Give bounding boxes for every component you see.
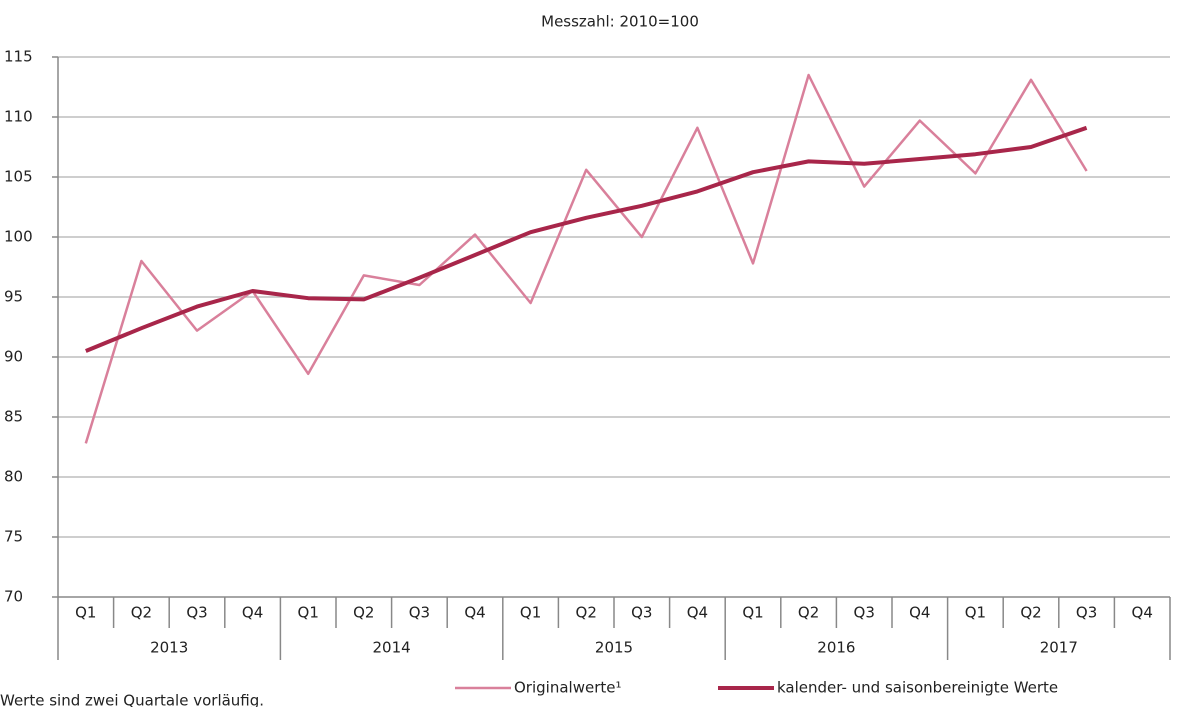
y-tick-label: 75 xyxy=(4,528,23,546)
x-tick-label: Q1 xyxy=(520,604,541,622)
y-tick-label: 115 xyxy=(4,48,33,66)
x-tick-label: Q4 xyxy=(464,604,485,622)
y-tick-label: 110 xyxy=(4,108,33,126)
series-line xyxy=(84,73,1088,444)
x-tick-label: Q4 xyxy=(909,604,930,622)
x-tick-label: Q1 xyxy=(298,604,319,622)
x-tick-label: Q1 xyxy=(965,604,986,622)
x-tick-label: Q1 xyxy=(742,604,763,622)
y-tick-label: 90 xyxy=(4,348,23,366)
x-tick-label: Q4 xyxy=(242,604,263,622)
year-label: 2017 xyxy=(1040,639,1078,657)
x-tick-label: Q1 xyxy=(75,604,96,622)
x-tick-label: Q3 xyxy=(854,604,875,622)
x-tick-label: Q3 xyxy=(1076,604,1097,622)
year-label: 2015 xyxy=(595,639,633,657)
footnote: Werte sind zwei Quartale vorläufig. xyxy=(0,692,264,708)
x-tick-label: Q2 xyxy=(353,604,374,622)
x-tick-label: Q4 xyxy=(1132,604,1153,622)
x-tick-label: Q4 xyxy=(687,604,708,622)
x-tick-label: Q3 xyxy=(186,604,207,622)
y-tick-label: 85 xyxy=(4,408,23,426)
year-label: 2014 xyxy=(373,639,411,657)
y-tick-label: 95 xyxy=(4,288,23,306)
x-tick-label: Q2 xyxy=(1020,604,1041,622)
year-label: 2016 xyxy=(817,639,855,657)
chart-title: Messzahl: 2010=100 xyxy=(541,13,699,31)
y-tick-label: 80 xyxy=(4,468,23,486)
legend-label: Originalwerte¹ xyxy=(514,679,621,697)
legend-label: kalender- und saisonbereinigte Werte xyxy=(777,679,1058,697)
x-tick-label: Q2 xyxy=(576,604,597,622)
x-tick-label: Q3 xyxy=(409,604,430,622)
x-tick-label: Q2 xyxy=(798,604,819,622)
x-tick-label: Q3 xyxy=(631,604,652,622)
year-label: 2013 xyxy=(150,639,188,657)
y-tick-label: 70 xyxy=(4,588,23,606)
series-line xyxy=(85,125,1088,353)
y-tick-label: 100 xyxy=(4,228,33,246)
x-tick-label: Q2 xyxy=(131,604,152,622)
y-tick-label: 105 xyxy=(4,168,33,186)
